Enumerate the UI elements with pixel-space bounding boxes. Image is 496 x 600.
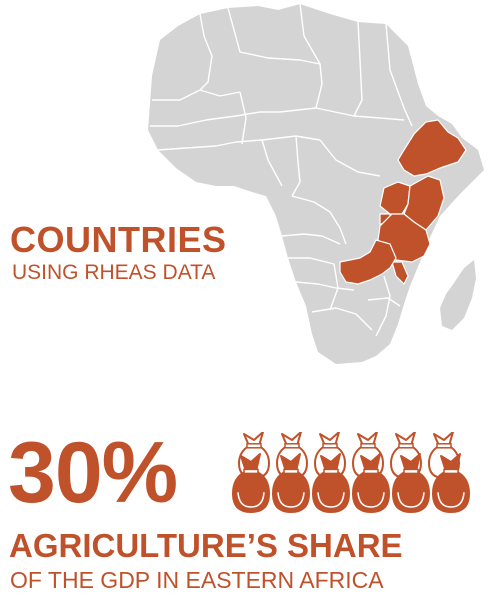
countries-subtitle: USING RHEAS DATA [12, 261, 216, 284]
agriculture-subtitle: OF THE GDP IN EASTERN AFRICA [10, 567, 384, 593]
grain-sack-icon [391, 453, 431, 514]
uganda-shape [379, 181, 411, 215]
agriculture-percentage: 30% [8, 425, 178, 521]
grain-sack-icon [431, 453, 471, 514]
grain-sack-icon [232, 453, 271, 514]
agriculture-title: AGRICULTURE’S SHARE [9, 527, 403, 564]
ethiopia-shape [397, 119, 467, 177]
malawi-shape [391, 261, 409, 285]
zambia-shape [339, 239, 397, 285]
madagascar [440, 260, 476, 330]
countries-title: COUNTRIES [10, 219, 227, 260]
grain-sacks [232, 432, 471, 514]
kenya-shape [403, 175, 445, 231]
africa-map-icon [148, 3, 484, 364]
grain-sack-icon [271, 453, 311, 514]
country-borders [150, 3, 413, 337]
grain-sack-icon [311, 453, 351, 514]
highlighted-countries [339, 119, 467, 285]
grain-sack-icon [351, 453, 391, 514]
africa-map [148, 3, 484, 364]
